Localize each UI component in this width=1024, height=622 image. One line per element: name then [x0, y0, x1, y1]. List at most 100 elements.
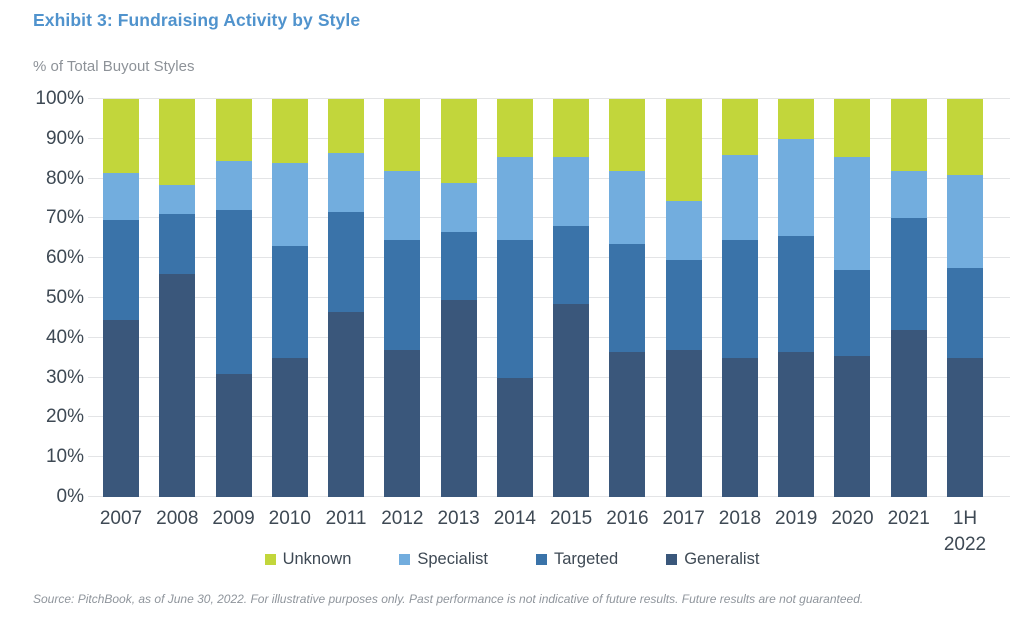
bar-2018: 2018 [719, 99, 761, 529]
y-tick-label: 60% [45, 247, 84, 269]
gridline [88, 297, 1010, 298]
bar-segment-targeted [609, 244, 646, 352]
bar-segment-specialist [440, 182, 477, 233]
bar-2010: 2010 [269, 99, 311, 529]
gridline [88, 336, 1010, 338]
bar-segment-specialist [553, 156, 590, 227]
axis-units-label: % of Total Buyout Styles [33, 58, 195, 75]
x-axis-label: 2012 [381, 508, 424, 529]
gridline [88, 496, 1010, 497]
bar-2012: 2012 [381, 99, 423, 529]
y-tick-label: 10% [45, 446, 84, 468]
bar-2009: 2009 [212, 99, 255, 529]
x-axis-label: 2007 [99, 508, 143, 529]
y-tick-label: 0% [56, 486, 84, 507]
bar-segment-specialist [328, 152, 365, 213]
bar-segment-unknown [778, 99, 815, 139]
legend-label: Specialist [417, 550, 488, 568]
y-tick-label: 90% [45, 127, 84, 149]
bar-2016: 2016 [606, 99, 649, 529]
gridline [88, 416, 1010, 418]
gridline [88, 98, 1010, 99]
x-axis-label: 2010 [268, 508, 311, 529]
bar-segment-targeted [384, 240, 421, 350]
gridlines [88, 98, 1010, 497]
bar-segment-targeted [665, 260, 702, 350]
source-note: Source: PitchBook, as of June 30, 2022. … [33, 592, 864, 606]
x-axis-label: 2020 [831, 508, 874, 529]
bar-segment-targeted [496, 240, 533, 378]
x-axis-label: 2008 [156, 508, 199, 529]
bar-segment-specialist [946, 174, 983, 269]
exhibit-title: Exhibit 3: Fundraising Activity by Style [33, 10, 361, 30]
gridline [88, 456, 1010, 458]
bar-2011: 2011 [326, 99, 366, 529]
bar-segment-specialist [159, 184, 196, 215]
x-axis-label: 2018 [718, 508, 762, 529]
y-axis: 0% 10% 20% 30% 40% 50% 60% 70% 80% 90% 100% [0, 88, 84, 507]
bar-segment-unknown [496, 99, 533, 157]
bar-segment-generalist [778, 351, 815, 497]
bar-segment-generalist [665, 349, 702, 497]
bar-segment-targeted [159, 214, 196, 275]
bar-segment-unknown [665, 99, 702, 201]
x-axis-label: 2009 [212, 508, 255, 529]
bar-2008: 2008 [156, 99, 198, 529]
bar-segment-generalist [496, 377, 533, 497]
legend-label: Targeted [554, 550, 619, 568]
y-tick-label: 80% [45, 167, 84, 189]
x-axis-label: 2019 [775, 508, 818, 529]
bar-2020: 2020 [831, 99, 874, 529]
bar-segment-generalist [384, 349, 421, 497]
bar-segment-generalist [215, 373, 252, 497]
plot-area: 2007 2008 2009 2010 2011 2012 2013 2014 2015 2016… [88, 98, 1010, 555]
chart-legend: Unknown Specialist Targeted Generalist [0, 550, 1024, 569]
bar-segment-specialist [834, 156, 871, 271]
x-axis-label: 2014 [493, 508, 536, 529]
x-axis-label: 2015 [549, 508, 593, 529]
x-axis-label: 2021 [887, 508, 930, 529]
x-axis-label: 2011 [325, 508, 367, 529]
y-tick-label: 40% [45, 326, 84, 348]
legend-label: Unknown [282, 550, 352, 568]
gridline [88, 257, 1010, 259]
bar-segment-generalist [553, 303, 590, 497]
bar-segment-unknown [328, 99, 365, 153]
x-axis-label: 2013 [437, 508, 480, 529]
bar-segment-unknown [609, 99, 646, 171]
bar-segment-specialist [665, 200, 702, 261]
bar-segment-targeted [890, 218, 927, 330]
bar-segment-generalist [834, 355, 871, 497]
bar-segment-specialist [721, 154, 758, 241]
bar-2014: 2014 [494, 99, 536, 529]
bar-segment-specialist [103, 172, 139, 221]
legend-item-unknown: Unknown [264, 550, 352, 569]
bar-segment-generalist [890, 329, 927, 497]
legend-item-targeted: Targeted [536, 550, 618, 569]
bar-segment-targeted [103, 220, 139, 320]
legend-swatch-icon [536, 554, 547, 565]
bar-2019: 2019 [775, 99, 817, 529]
bar-segment-generalist [103, 319, 139, 497]
bar-segment-targeted [778, 236, 815, 352]
bar-2017: 2017 [663, 99, 705, 529]
y-tick-label: 100% [35, 88, 84, 109]
bar-segment-targeted [834, 270, 871, 356]
bar-segment-unknown [890, 99, 927, 171]
bar-segment-specialist [890, 170, 927, 219]
y-tick-label: 50% [45, 287, 84, 308]
x-axis-label: 1H 2022 [943, 508, 987, 555]
bar-2021: 2021 [888, 99, 930, 529]
bar-segment-generalist [721, 357, 758, 497]
bar-segment-targeted [271, 246, 308, 358]
bar-segment-targeted [946, 268, 983, 358]
bar-segment-unknown [271, 99, 308, 163]
bar-segment-specialist [384, 170, 421, 241]
bar-segment-generalist [328, 311, 365, 497]
bar-segment-specialist [215, 160, 252, 211]
bar-segment-targeted [721, 240, 758, 358]
bar-1H-2022: 1H 2022 [944, 99, 986, 555]
bar-segment-generalist [159, 274, 196, 497]
bar-segment-targeted [440, 232, 477, 300]
y-tick-label: 70% [45, 207, 84, 229]
